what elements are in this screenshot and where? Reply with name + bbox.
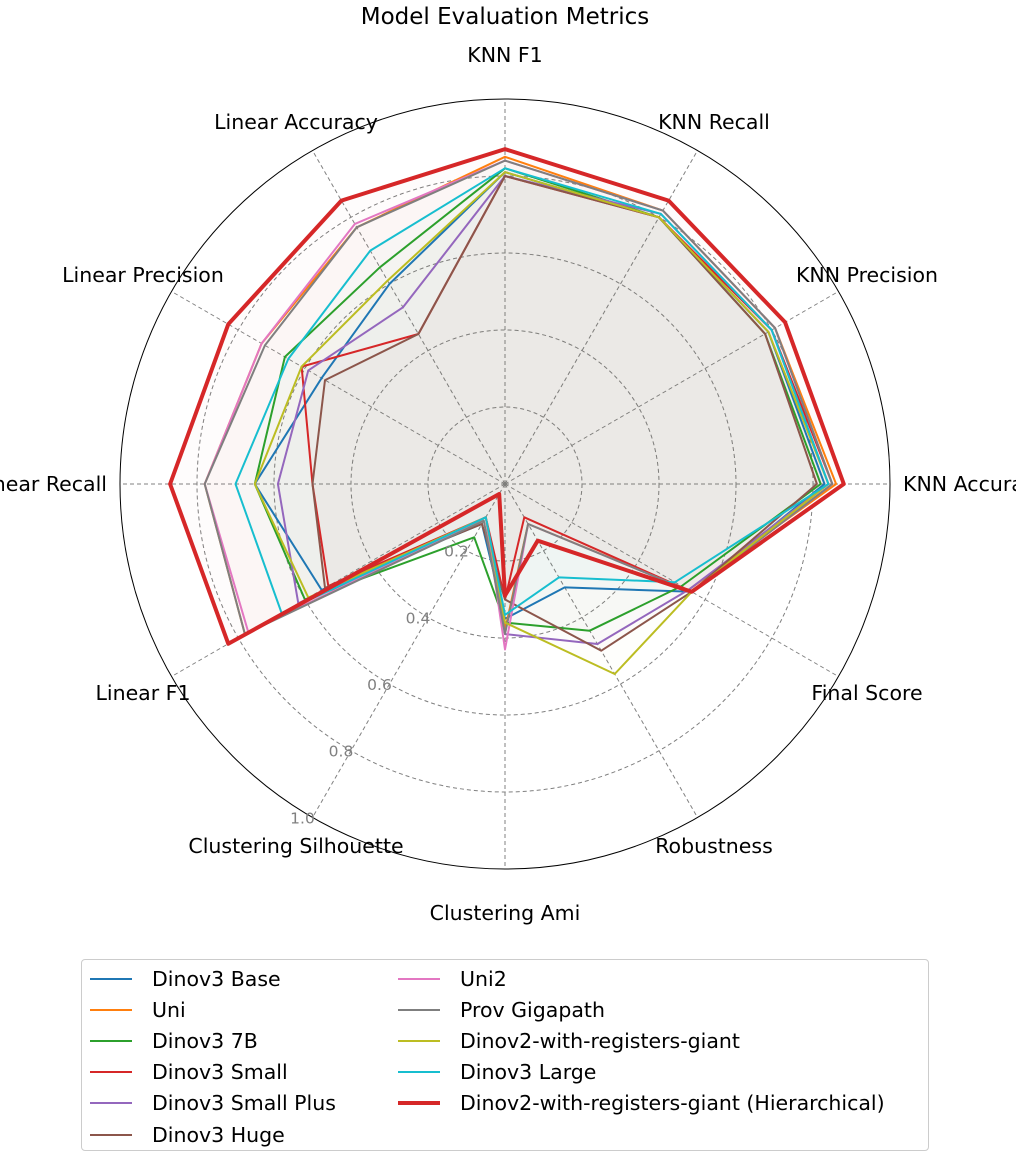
legend-swatch — [90, 977, 132, 980]
legend-label: Uni2 — [460, 966, 507, 991]
legend-label: Dinov3 7B — [152, 1028, 258, 1053]
axis-label: Linear Recall — [0, 472, 107, 496]
chart-title: Model Evaluation Metrics — [360, 4, 650, 30]
axis-label: Final Score — [811, 681, 922, 705]
series-line-8 — [253, 171, 830, 675]
radar-chart: 0.2 0.4 0.6 0.8 1.0 KNN Accuracy KNN Precision… — [0, 43, 1016, 925]
legend-swatch — [398, 1008, 440, 1011]
axis-label: Clustering Silhouette — [188, 834, 403, 858]
axis-spoke — [312, 150, 506, 485]
legend-label: Dinov3 Small — [152, 1060, 288, 1085]
axis-label: Linear Precision — [62, 263, 224, 287]
radial-tick-label: 0.2 — [444, 543, 469, 561]
legend-item: Dinov3 Large — [390, 1057, 885, 1088]
legend-label: Dinov3 Large — [460, 1060, 597, 1085]
legend-swatch — [90, 1102, 132, 1105]
polar-frame — [119, 98, 891, 870]
legend-label: Dinov3 Small Plus — [152, 1091, 336, 1116]
radial-tick-label: 0.8 — [329, 743, 354, 761]
legend-item: Dinov3 7B — [82, 1025, 336, 1056]
legend-swatch — [398, 1071, 440, 1074]
legend-item: Dinov3 Base — [82, 963, 336, 994]
axis-label: Clustering Ami — [430, 901, 581, 925]
legend-swatch — [90, 1008, 132, 1011]
radial-tick-label: 0.6 — [367, 676, 392, 694]
legend-label: Uni — [152, 997, 186, 1022]
legend-column-left: Dinov3 Base Uni Dinov3 7B Dinov3 Small Dinov… — [82, 963, 336, 1150]
series-line-7 — [203, 159, 834, 636]
series-fill-10 — [170, 149, 844, 644]
legend-label: Dinov3 Huge — [152, 1122, 285, 1147]
legend-label: Dinov3 Base — [152, 966, 281, 991]
axis-label: KNN F1 — [467, 43, 542, 67]
legend-swatch — [398, 1101, 440, 1106]
legend-swatch — [398, 1039, 440, 1042]
legend-swatch — [90, 1039, 132, 1042]
axis-spoke — [312, 483, 506, 818]
axis-label: KNN Accuracy — [903, 472, 1016, 496]
axis-spoke — [504, 291, 839, 485]
axis-spoke — [504, 150, 698, 485]
legend-column-right: Uni2 Prov Gigapath Dinov2-with-registers-g… — [390, 963, 885, 1119]
axis-label: KNN Precision — [796, 263, 938, 287]
series-line-9 — [234, 167, 830, 616]
axis-label: KNN Recall — [658, 110, 770, 134]
legend-item: Dinov2-with-registers-giant (Hierarchica… — [390, 1088, 885, 1119]
axis-label: Linear F1 — [95, 681, 190, 705]
axis-spoke — [171, 291, 506, 485]
legend-item: Dinov2-with-registers-giant — [390, 1025, 885, 1056]
radial-tick-label: 0.4 — [406, 609, 431, 627]
legend-item: Dinov3 Small Plus — [82, 1088, 336, 1119]
legend-item: Dinov3 Small — [82, 1057, 336, 1088]
legend-label: Dinov2-with-registers-giant (Hierarchica… — [460, 1091, 885, 1116]
legend-item: Dinov3 Huge — [82, 1119, 336, 1150]
legend-label: Prov Gigapath — [460, 997, 605, 1022]
legend-item: Uni2 — [390, 963, 885, 994]
series-line-10 — [168, 147, 846, 646]
legend-swatch — [398, 977, 440, 980]
legend-item: Uni — [82, 994, 336, 1025]
axis-spoke — [171, 483, 506, 677]
legend-label: Dinov2-with-registers-giant — [460, 1028, 740, 1053]
axis-label: Linear Accuracy — [214, 110, 378, 134]
legend-swatch — [90, 1133, 132, 1136]
axis-label: Robustness — [655, 834, 773, 858]
axis-spoke — [504, 483, 839, 677]
legend-item: Prov Gigapath — [390, 994, 885, 1025]
legend: Dinov3 Base Uni Dinov3 7B Dinov3 Small Dinov… — [81, 959, 929, 1151]
legend-swatch — [90, 1071, 132, 1074]
radial-tick-label: 1.0 — [290, 809, 315, 827]
